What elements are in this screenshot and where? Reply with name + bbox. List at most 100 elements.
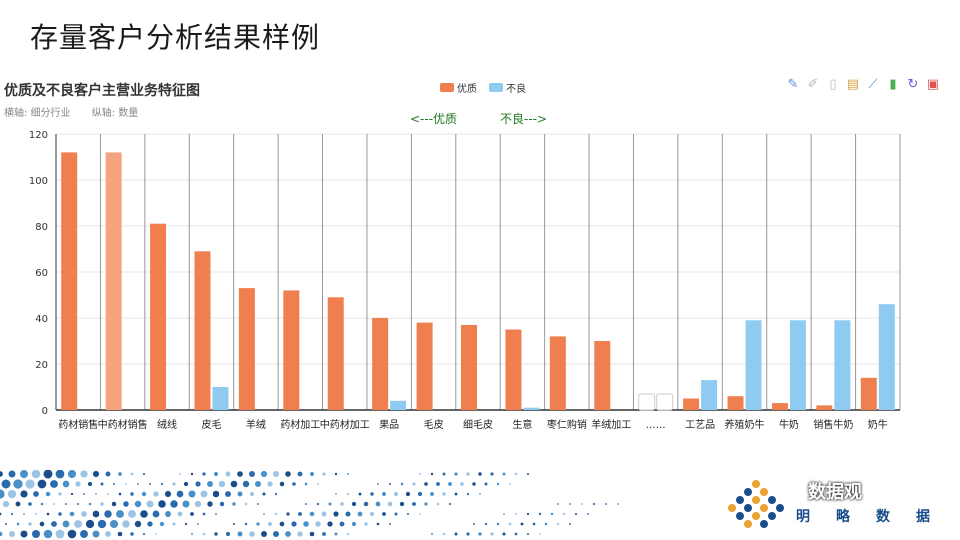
decorative-dot	[257, 503, 259, 505]
decorative-dot	[179, 473, 181, 475]
decorative-dot	[195, 481, 201, 487]
decorative-dot	[0, 489, 5, 499]
decorative-dot	[335, 493, 337, 495]
bar-good	[61, 152, 78, 410]
decorative-dot	[164, 490, 172, 498]
decorative-dot	[387, 501, 393, 507]
decorative-dot	[46, 512, 50, 516]
decorative-dot	[20, 490, 28, 498]
decorative-dot	[262, 492, 266, 496]
decorative-dot	[388, 482, 392, 486]
decorative-dot	[45, 491, 51, 497]
decorative-dot	[466, 492, 470, 496]
decorative-dot	[345, 511, 351, 517]
decorative-dot	[190, 512, 194, 516]
data-view-icon[interactable]: ▤	[846, 77, 860, 92]
watermark-text: 数据观	[808, 482, 862, 503]
decorative-dot	[152, 510, 160, 518]
bar-good	[327, 297, 344, 410]
mark-undo-icon[interactable]: ✐	[807, 77, 819, 92]
decorative-dot	[225, 491, 231, 497]
x-tick-label: 奶牛	[868, 418, 888, 431]
decorative-dot	[51, 521, 57, 527]
decorative-dot	[230, 480, 238, 488]
decorative-dot	[31, 470, 41, 479]
decorative-dot	[274, 512, 278, 516]
x-tick-label: 中药材加工	[320, 418, 370, 431]
decorative-dot	[58, 492, 62, 496]
decorative-dot	[448, 482, 452, 486]
decorative-dot	[62, 480, 70, 488]
decorative-dot	[190, 472, 194, 476]
decorative-dot	[274, 492, 278, 496]
decorative-dot	[298, 512, 302, 516]
chart-subtitle: 横轴: 细分行业 纵轴: 数量	[4, 104, 156, 119]
decorative-dot	[490, 472, 494, 476]
decorative-dot	[394, 512, 398, 516]
decorative-dot	[67, 470, 77, 479]
decorative-dot	[158, 500, 166, 508]
x-tick-label: 毛皮	[424, 418, 444, 431]
x-tick-label: 工艺品	[685, 419, 715, 431]
y-tick-label: 120	[29, 130, 48, 141]
decorative-dot	[200, 490, 208, 498]
bar-bad	[834, 320, 851, 410]
decorative-dot	[165, 511, 171, 517]
decorative-dot	[225, 531, 231, 537]
decorative-dot	[400, 482, 404, 486]
decorative-dot	[317, 483, 319, 485]
legend-item-bad[interactable]: 不良	[489, 80, 526, 95]
decorative-dot	[8, 470, 16, 478]
save-image-icon[interactable]: ▣	[926, 77, 940, 92]
line-chart-icon[interactable]: ⟋	[868, 77, 878, 92]
decorative-dot	[466, 532, 470, 536]
decorative-dot	[1, 479, 11, 489]
decorative-dot	[305, 503, 307, 505]
decorative-dot	[322, 472, 326, 476]
decorative-dot	[449, 503, 451, 505]
decorative-dot	[263, 513, 265, 515]
decorative-dot	[242, 480, 250, 488]
x-tick-label: 生意	[512, 418, 532, 431]
annotation-bad-arrow: 不良--->	[500, 112, 548, 126]
decorative-dot	[107, 493, 109, 495]
bar-good	[816, 405, 833, 410]
decorative-dot	[346, 532, 350, 536]
decorative-dot	[137, 483, 139, 485]
decorative-dot	[346, 492, 350, 496]
decorative-dot	[134, 500, 142, 508]
decorative-dot	[292, 482, 296, 486]
decorative-dot	[484, 522, 488, 526]
bar-chart-icon[interactable]: ▮	[889, 77, 897, 92]
decorative-dot	[617, 503, 619, 505]
decorative-dot	[142, 532, 146, 536]
legend-item-good[interactable]: 优质	[440, 80, 477, 95]
decorative-dot	[33, 491, 39, 497]
decorative-dot	[454, 492, 458, 496]
bar-good	[372, 318, 389, 410]
decorative-dot	[389, 523, 391, 525]
decorative-dot	[50, 480, 58, 488]
decorative-dot	[406, 512, 410, 516]
decorative-dot	[75, 481, 81, 487]
mark-icon[interactable]: ✎	[787, 77, 799, 92]
decorative-dot	[405, 491, 411, 497]
decorative-dot	[105, 531, 111, 537]
annotation-good-arrow: <---优质	[410, 112, 458, 126]
restore-icon[interactable]: ↻	[907, 77, 919, 92]
decorative-dot	[77, 503, 79, 505]
decorative-dot	[285, 471, 291, 477]
mark-clear-icon[interactable]: ▯	[829, 77, 837, 92]
decorative-dot	[184, 522, 188, 526]
decorative-dot	[172, 482, 176, 486]
decorative-dot	[496, 522, 500, 526]
decorative-dot	[117, 531, 123, 537]
decorative-dot	[279, 521, 285, 527]
decorative-dot	[202, 472, 206, 476]
decorative-dot	[304, 482, 308, 486]
decorative-dot	[490, 532, 494, 536]
decorative-dot	[218, 480, 226, 488]
decorative-dot	[39, 521, 45, 527]
decorative-dot	[214, 532, 218, 536]
decorative-dot	[118, 492, 122, 496]
